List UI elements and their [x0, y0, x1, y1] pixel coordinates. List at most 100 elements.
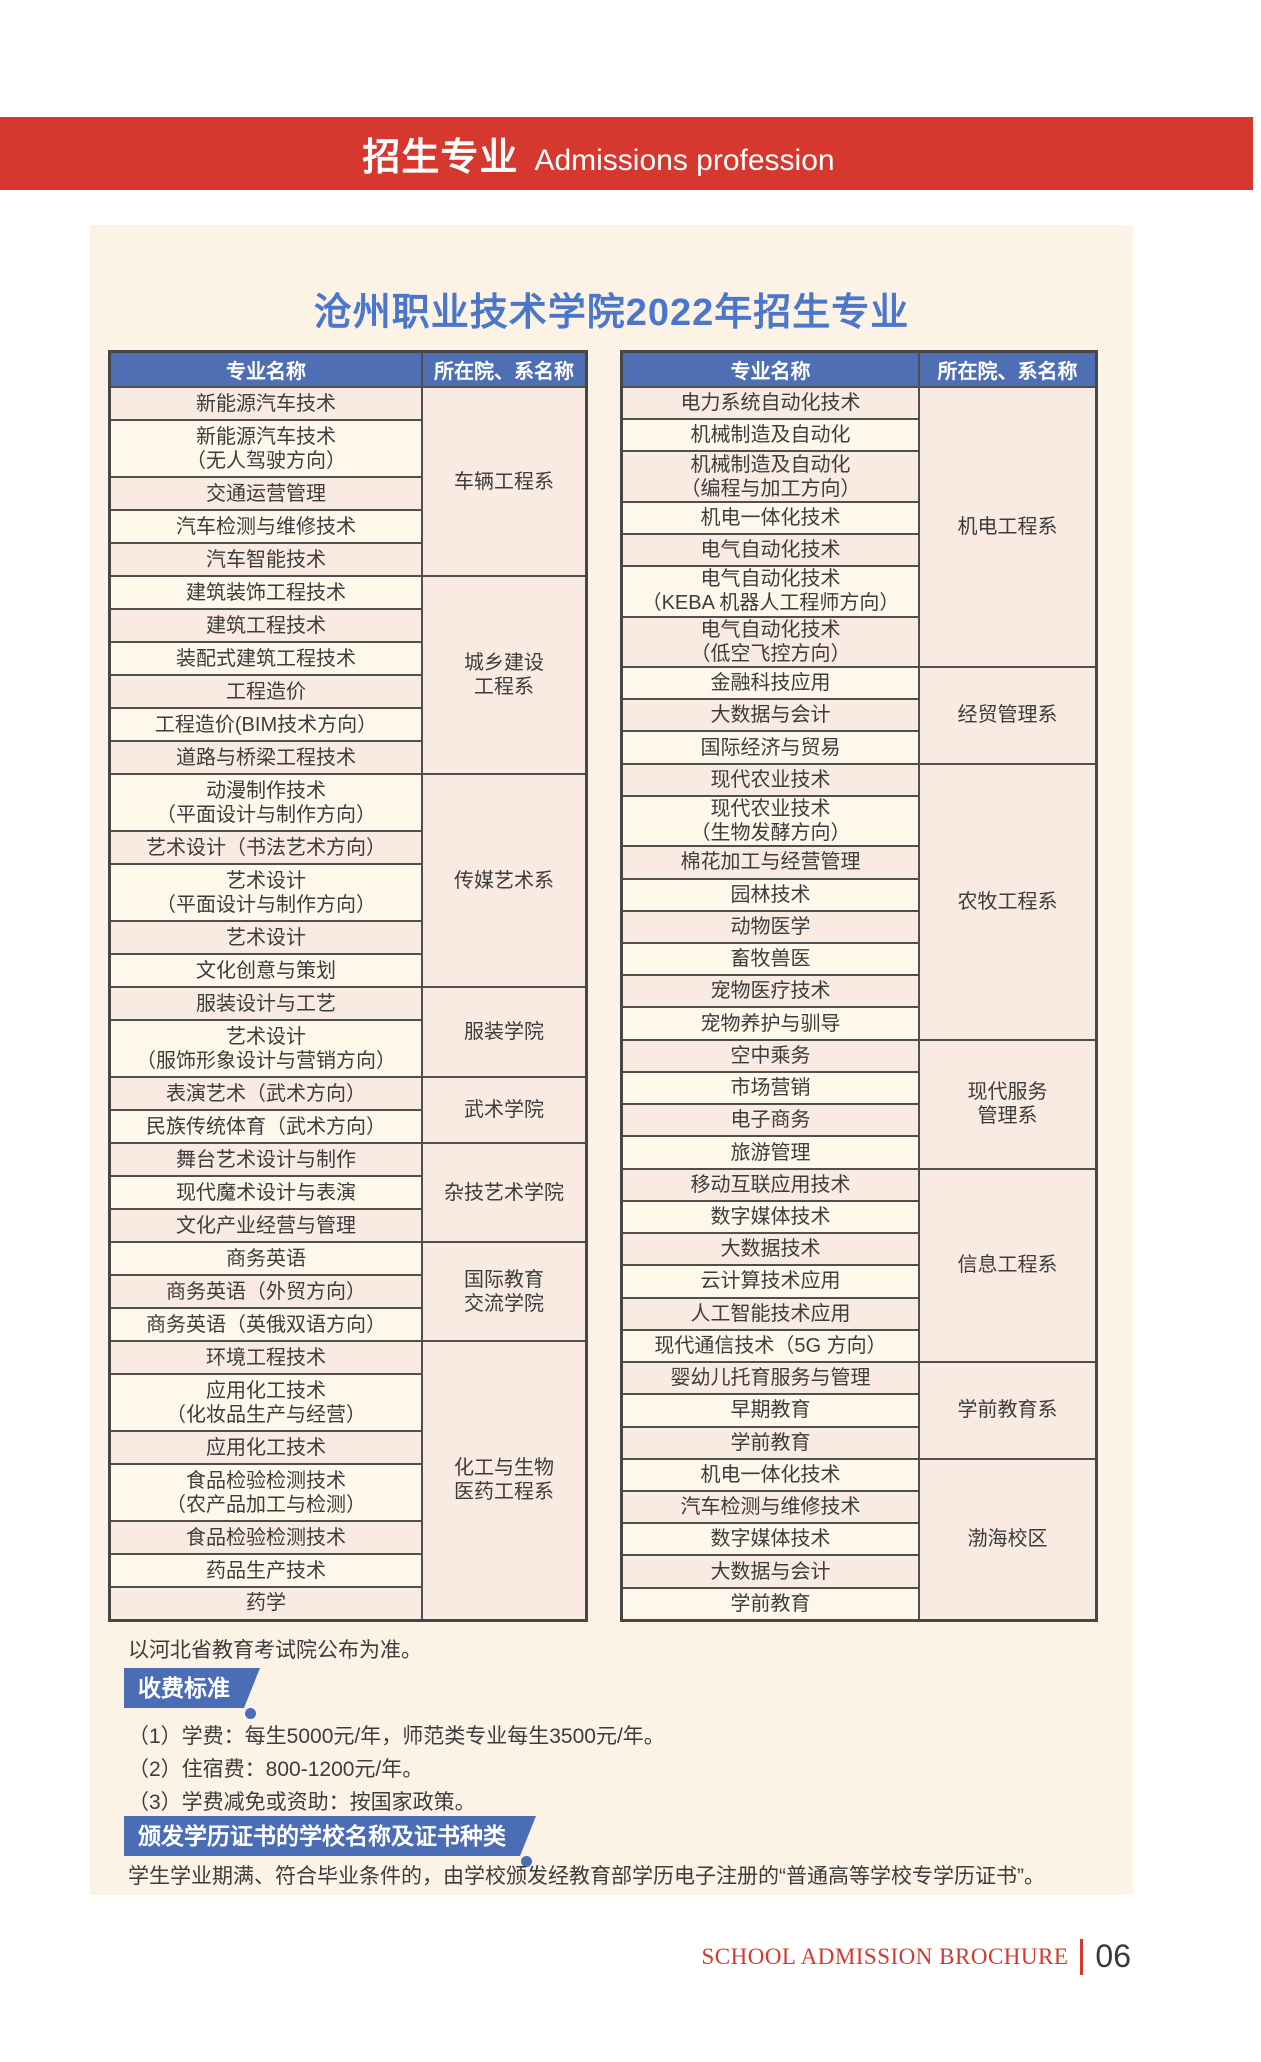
page-footer: SCHOOL ADMISSION BROCHURE 06	[701, 1938, 1131, 1975]
fee-item: （3）学费减免或资助：按国家政策。	[128, 1791, 476, 1814]
table-row: 大数据与会计	[620, 698, 1097, 733]
major-cell: 现代农业技术 （生物发酵方向）	[620, 794, 920, 848]
major-cell: 商务英语（外贸方向）	[108, 1274, 423, 1309]
major-cell: 新能源汽车技术 （无人驾驶方向）	[108, 419, 423, 478]
major-column-header: 专业名称	[108, 350, 423, 388]
major-cell: 云计算技术应用	[620, 1264, 920, 1299]
table-row: 宠物养护与驯导	[620, 1006, 1097, 1041]
major-cell: 电气自动化技术	[620, 533, 920, 568]
table-row: 服装设计与工艺 服装学院	[108, 986, 588, 1078]
table-row: 食品检验检测技术	[108, 1520, 587, 1555]
table-row: 汽车智能技术	[108, 542, 587, 577]
department-cell: 经贸管理系	[918, 666, 1098, 765]
major-cell: 园林技术	[620, 877, 920, 912]
major-cell: 汽车检测与维修技术	[108, 509, 423, 544]
major-cell: 机械制造及自动化 （编程与加工方向）	[620, 450, 920, 503]
table-row: 国际经济与贸易	[620, 730, 1097, 765]
major-cell: 数字媒体技术	[620, 1199, 920, 1235]
table-row: 婴幼儿托育服务与管理 学前教育系	[620, 1361, 1098, 1460]
table-row: 建筑工程技术	[108, 608, 587, 643]
table-row: 商务英语 国际教育 交流学院	[108, 1241, 588, 1342]
major-cell: 服装设计与工艺	[108, 986, 423, 1021]
banner-title-zh: 招生专业	[362, 137, 519, 179]
page-title: 沧州职业技术学院2022年招生专业	[313, 292, 910, 334]
major-cell: 建筑工程技术	[108, 608, 423, 643]
fee-badge-wrap: 收费标准	[124, 1668, 260, 1719]
table-row: 旅游管理	[620, 1135, 1097, 1170]
major-cell: 艺术设计 （平面设计与制作方向）	[108, 863, 423, 922]
major-cell: 动物医学	[620, 909, 920, 945]
table-row: 动物医学	[620, 909, 1097, 945]
department-column-header: 所在院、系名称	[421, 350, 588, 388]
table-row: 宠物医疗技术	[620, 974, 1097, 1009]
certificate-text: 学生学业期满、符合毕业条件的，由学校颁发经教育部学历电子注册的“普通高等学校专学…	[128, 1865, 1045, 1888]
major-cell: 环境工程技术	[108, 1340, 423, 1375]
major-cell: 电子商务	[620, 1103, 920, 1138]
table-row: 现代通信技术（5G 方向）	[620, 1328, 1097, 1364]
table-row: 工程造价(BIM技术方向）	[108, 707, 587, 742]
department-cell: 车辆工程系	[421, 386, 588, 577]
footer-brochure-label: SCHOOL ADMISSION BROCHURE	[701, 1943, 1069, 1969]
major-cell: 数字媒体技术	[620, 1522, 920, 1557]
department-cell: 武术学院	[421, 1076, 588, 1144]
major-cell: 机械制造及自动化	[620, 418, 920, 453]
major-cell: 宠物养护与驯导	[620, 1006, 920, 1041]
department-cell: 农牧工程系	[918, 762, 1098, 1041]
table-row: 现代魔术设计与表演	[108, 1175, 587, 1210]
department-cell: 学前教育系	[918, 1361, 1098, 1460]
department-cell: 机电工程系	[918, 385, 1098, 669]
department-cell: 杂技艺术学院	[421, 1142, 588, 1243]
major-cell: 文化产业经营与管理	[108, 1208, 423, 1243]
admission-table-left: 专业名称 所在院、系名称 新能源汽车技术 车辆工程系 新能源汽车技术 （无人驾驶方向）…	[108, 350, 588, 1622]
table-row: 市场营销	[620, 1070, 1097, 1106]
fee-badge: 收费标准	[124, 1668, 260, 1708]
major-cell: 艺术设计 （服饰形象设计与营销方向）	[108, 1019, 423, 1078]
major-cell: 移动互联应用技术	[620, 1167, 920, 1202]
major-cell: 交通运营管理	[108, 476, 423, 511]
table-row: 新能源汽车技术 车辆工程系	[108, 386, 588, 577]
table-row: 电力系统自动化技术 机电工程系	[620, 385, 1098, 669]
table-row: 汽车检测与维修技术	[108, 509, 587, 544]
department-cell: 服装学院	[421, 986, 588, 1078]
table-row: 艺术设计（书法艺术方向）	[108, 830, 587, 865]
major-cell: 商务英语（英俄双语方向）	[108, 1307, 423, 1342]
table-row: 建筑装饰工程技术 城乡建设 工程系	[108, 575, 588, 775]
major-cell: 机电一体化技术	[620, 500, 920, 536]
table-row: 文化产业经营与管理	[108, 1208, 587, 1243]
major-cell: 舞台艺术设计与制作	[108, 1142, 423, 1177]
table-row: 艺术设计 （平面设计与制作方向）	[108, 863, 587, 922]
major-cell: 药品生产技术	[108, 1553, 423, 1588]
major-cell: 国际经济与贸易	[620, 730, 920, 765]
table-row: 环境工程技术 化工与生物 医药工程系	[108, 1340, 588, 1621]
department-column-header: 所在院、系名称	[918, 350, 1098, 388]
table-row: 电子商务	[620, 1103, 1097, 1138]
table-row: 艺术设计	[108, 920, 587, 955]
table-row: 机电一体化技术	[620, 500, 1097, 536]
department-cell: 渤海校区	[918, 1457, 1098, 1622]
table-row: 机械制造及自动化	[620, 418, 1097, 453]
content-panel: 沧州职业技术学院2022年招生专业 专业名称 所在院、系名称 新能源汽车技术 车辆…	[90, 225, 1133, 1895]
major-cell: 早期教育	[620, 1393, 920, 1428]
page-number: 06	[1095, 1938, 1131, 1974]
table-row: 药学	[108, 1586, 587, 1621]
admission-tables: 专业名称 所在院、系名称 新能源汽车技术 车辆工程系 新能源汽车技术 （无人驾驶方向）…	[108, 350, 1098, 1622]
table-header-row: 专业名称 所在院、系名称	[108, 350, 588, 388]
table-row: 新能源汽车技术 （无人驾驶方向）	[108, 419, 587, 478]
fee-item: （1）学费：每生5000元/年，师范类专业每生3500元/年。	[128, 1725, 665, 1748]
major-cell: 学前教育	[620, 1425, 920, 1460]
table-row: 民族传统体育（武术方向）	[108, 1109, 587, 1144]
table-row: 金融科技应用 经贸管理系	[620, 666, 1098, 765]
table-row: 空中乘务 现代服务 管理系	[620, 1038, 1098, 1170]
department-cell: 传媒艺术系	[421, 773, 588, 988]
major-column-header: 专业名称	[620, 350, 920, 388]
department-cell: 化工与生物 医药工程系	[421, 1340, 588, 1621]
table-row: 动漫制作技术 （平面设计与制作方向） 传媒艺术系	[108, 773, 588, 988]
table-row: 机械制造及自动化 （编程与加工方向）	[620, 450, 1097, 503]
major-cell: 现代农业技术	[620, 762, 920, 797]
major-cell: 表演艺术（武术方向）	[108, 1076, 423, 1111]
major-cell: 艺术设计（书法艺术方向）	[108, 830, 423, 865]
table-row: 畜牧兽医	[620, 942, 1097, 977]
department-cell: 信息工程系	[918, 1167, 1098, 1364]
major-cell: 现代通信技术（5G 方向）	[620, 1328, 920, 1364]
certificate-badge-wrap: 颁发学历证书的学校名称及证书种类	[124, 1816, 536, 1867]
